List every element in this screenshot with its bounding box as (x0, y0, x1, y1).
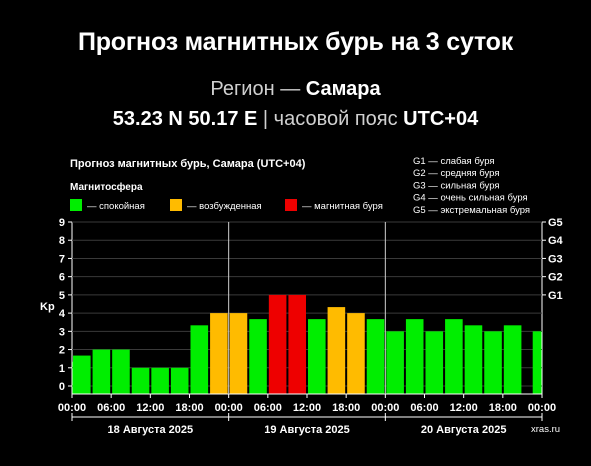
kp-bar (405, 319, 424, 394)
kp-bar (249, 319, 267, 394)
y-tick-label: 7 (59, 253, 65, 265)
kp-bar (484, 331, 502, 394)
kp-bar (288, 294, 306, 394)
kp-bar (73, 355, 91, 394)
kp-bar (327, 307, 346, 394)
kp-bar (386, 331, 404, 394)
day-label: 18 Августа 2025 (108, 424, 194, 436)
kp-bar (464, 325, 483, 394)
kp-bar (170, 367, 189, 394)
coordinates-line: 53.23 N 50.17 E | часовой пояс UTC+04 (0, 108, 591, 131)
g-tick-label: G2 (548, 272, 563, 284)
x-tick-label: 18:00 (175, 402, 203, 414)
kp-bar (151, 367, 169, 394)
kp-bar (268, 294, 287, 394)
x-tick-label: 00:00 (528, 402, 556, 414)
y-tick-label: 1 (59, 363, 65, 375)
legend-title: Магнитосфера (70, 181, 143, 193)
day-label: 20 Августа 2025 (421, 424, 507, 436)
page-title: Прогноз магнитных бурь на 3 суток (77, 28, 514, 56)
kp-bar (92, 349, 111, 394)
timezone-label: часовой пояс (273, 108, 398, 130)
chart-title: Прогноз магнитных бурь, Самара (UTC+04) (70, 158, 306, 170)
kp-bar (503, 325, 522, 394)
legend-label: — спокойная (87, 201, 145, 212)
y-tick-label: 0 (59, 381, 65, 393)
kp-bar (425, 331, 444, 394)
g-tick-label: G3 (548, 253, 563, 265)
y-tick-label: 4 (59, 308, 66, 320)
kp-bar (210, 313, 228, 394)
storm-scale-item: G1 — слабая буря (413, 156, 495, 167)
kp-bar (445, 319, 463, 394)
y-tick-label: 9 (59, 217, 65, 229)
kp-bar (347, 313, 365, 394)
kp-bar (366, 319, 385, 394)
watermark: xras.ru (531, 424, 560, 435)
region-label: Регион — (210, 78, 301, 100)
legend-swatch (285, 199, 297, 211)
kp-bar (308, 319, 326, 394)
separator: | (262, 108, 269, 130)
coordinates: 53.23 N 50.17 E (112, 108, 258, 130)
x-tick-label: 06:00 (254, 402, 282, 414)
storm-scale-item: G2 — средняя буря (413, 168, 499, 179)
y-tick-label: 8 (59, 235, 65, 247)
region-name: Самара (305, 78, 381, 100)
kp-bar (190, 325, 209, 394)
storm-scale-item: G4 — очень сильная буря (413, 193, 528, 204)
y-tick-label: 5 (59, 290, 65, 302)
x-tick-label: 00:00 (58, 402, 86, 414)
kp-bar (229, 313, 248, 394)
x-tick-label: 12:00 (136, 402, 164, 414)
plot-area: 0 1 2 3 4 5 6 7 8 9 Kp G1 G2 G3 G4 G5 00:00 06:00 12:00 18:… (40, 217, 564, 436)
x-tick-label: 18:00 (332, 402, 360, 414)
y-tick-label: 6 (59, 272, 65, 284)
y-axis-label: Kp (40, 301, 55, 313)
x-tick-label: 12:00 (293, 402, 321, 414)
kp-bar (112, 349, 130, 394)
y-tick-label: 2 (59, 345, 65, 357)
x-tick-label: 06:00 (97, 402, 125, 414)
x-tick-label: 06:00 (410, 402, 438, 414)
g-tick-label: G1 (548, 290, 563, 302)
legend: — спокойная — возбужденная — магнитная бур… (70, 199, 383, 212)
x-tick-label: 18:00 (489, 402, 517, 414)
legend-label: — магнитная буря (302, 201, 383, 212)
g-tick-label: G4 (548, 235, 564, 247)
legend-swatch (70, 199, 82, 211)
storm-scale-item: G5 — экстремальная буря (413, 205, 530, 216)
x-tick-label: 00:00 (215, 402, 243, 414)
legend-swatch (170, 199, 182, 211)
x-tick-label: 12:00 (450, 402, 478, 414)
kp-bar (532, 331, 542, 394)
y-tick-label: 3 (59, 326, 65, 338)
x-tick-label: 00:00 (371, 402, 399, 414)
region-line: Регион — Самара (0, 78, 591, 101)
kp-bar (131, 367, 150, 394)
g-tick-label: G5 (548, 217, 563, 229)
legend-label: — возбужденная (187, 201, 262, 212)
day-label: 19 Августа 2025 (264, 424, 350, 436)
timezone: UTC+04 (403, 108, 479, 130)
storm-scale-item: G3 — сильная буря (413, 180, 500, 191)
